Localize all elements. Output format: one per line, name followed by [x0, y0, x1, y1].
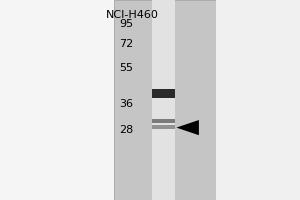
Bar: [0, 0, 114, 200]
Bar: [152, 119, 175, 123]
Text: 95: 95: [119, 19, 134, 29]
Bar: [152, 89, 175, 98]
Text: 55: 55: [119, 63, 134, 73]
Bar: [152, 0, 175, 200]
Bar: [152, 125, 175, 129]
Text: 36: 36: [119, 99, 134, 109]
Polygon shape: [176, 120, 199, 135]
Bar: [114, 0, 216, 200]
Text: 72: 72: [119, 39, 134, 49]
Text: NCI-H460: NCI-H460: [106, 10, 158, 20]
Text: 28: 28: [119, 125, 134, 135]
Bar: [216, 0, 300, 200]
